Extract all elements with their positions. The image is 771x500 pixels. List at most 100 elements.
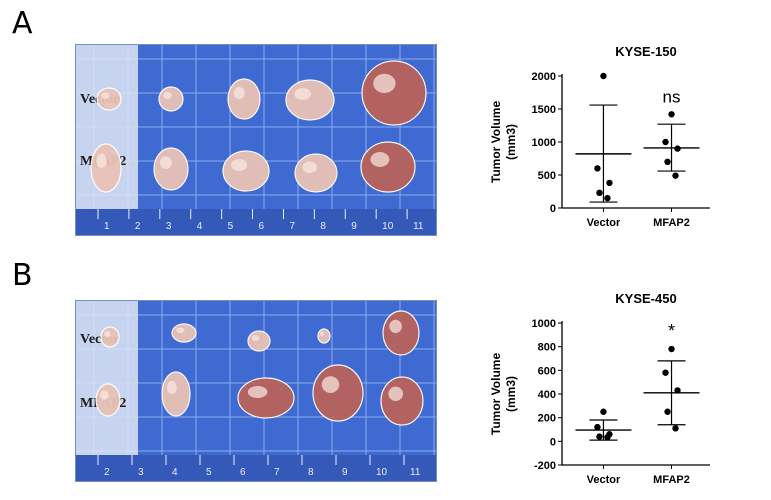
tumor-highlight	[100, 390, 109, 400]
tumor	[312, 364, 364, 422]
tumor	[382, 310, 420, 356]
x-tick-label: MFAP2	[653, 217, 690, 229]
data-point	[604, 194, 611, 202]
ruler-number: 10	[376, 467, 388, 478]
tumor-highlight	[159, 156, 172, 169]
ruler-number: 9	[342, 467, 348, 478]
tumor	[294, 153, 338, 193]
tumor-highlight	[370, 152, 390, 167]
y-tick-label: 0	[550, 203, 556, 215]
ruler-number: 2	[135, 221, 141, 232]
tumor-highlight	[166, 380, 177, 394]
tumor-photo-a: VectorMFAP21234567891011	[75, 44, 437, 236]
tumor	[153, 147, 189, 191]
data-point	[600, 72, 607, 80]
tumor-highlight	[247, 386, 268, 398]
tumor	[171, 323, 197, 343]
x-tick-label: Vector	[587, 474, 621, 486]
panel-label-b: B	[12, 258, 33, 293]
x-tick-label: Vector	[587, 217, 621, 229]
significance-label: ns	[663, 87, 681, 106]
tumor-highlight	[321, 376, 340, 393]
tumor-highlight	[231, 159, 248, 171]
tumor	[96, 87, 122, 111]
tumor-highlight	[373, 73, 396, 93]
tumor-highlight	[294, 88, 312, 100]
data-point	[672, 425, 679, 432]
data-point	[674, 145, 681, 152]
ruler-number: 7	[274, 467, 280, 478]
data-point	[664, 158, 671, 165]
y-tick-label: 1000	[532, 318, 556, 330]
y-tick-label: 500	[538, 170, 556, 182]
tumor	[317, 328, 331, 344]
ruler-number: 6	[240, 467, 246, 478]
ruler-number: 5	[206, 467, 212, 478]
data-point	[606, 179, 613, 187]
y-tick-label: 0	[550, 436, 556, 448]
ruler-number: 2	[104, 467, 110, 478]
ruler-number: 3	[166, 221, 172, 232]
y-tick-label: -200	[534, 460, 556, 472]
ruler-number: 3	[138, 467, 144, 478]
tumor	[90, 143, 122, 193]
y-tick-label: 2000	[532, 71, 556, 83]
data-point	[662, 369, 669, 376]
tumor	[360, 141, 416, 193]
ruler-number: 7	[289, 221, 295, 232]
ruler-number: 8	[320, 221, 326, 232]
ruler-number: 11	[410, 467, 421, 478]
y-tick-label: 800	[538, 342, 556, 354]
y-axis-label: Tumor Volume(mm3)	[489, 353, 518, 436]
tumor	[100, 326, 120, 348]
tumor	[95, 383, 121, 417]
data-point	[668, 345, 675, 353]
tumor-photo-b: VectorMFAP2234567891011	[75, 300, 437, 482]
y-axis-label: Tumor Volume(mm3)	[489, 101, 518, 184]
y-tick-label: 1500	[532, 104, 556, 116]
ruler-number: 4	[172, 467, 178, 478]
tumor	[227, 78, 261, 120]
tumor-highlight	[96, 153, 107, 168]
label-card	[76, 301, 138, 455]
y-tick-label: 1000	[532, 137, 556, 149]
tumor-highlight	[104, 331, 111, 337]
y-axis-label-line: (mm3)	[504, 124, 518, 160]
data-point	[672, 172, 679, 179]
y-axis-label-line: (mm3)	[504, 376, 518, 412]
data-point	[668, 111, 675, 118]
tumor	[247, 330, 271, 352]
ruler-number: 11	[413, 221, 424, 232]
data-point	[662, 138, 669, 146]
tumor	[158, 86, 184, 112]
ruler-number: 10	[382, 221, 394, 232]
ruler-number: 9	[351, 221, 357, 232]
tumor-highlight	[233, 87, 245, 99]
tumor-highlight	[302, 161, 318, 173]
data-point	[596, 433, 603, 440]
data-point	[594, 165, 601, 172]
chart-title: KYSE-150	[615, 44, 676, 59]
ruler-number: 6	[259, 221, 265, 232]
tumor	[222, 150, 270, 192]
data-point	[596, 189, 603, 197]
tumor	[361, 60, 427, 126]
tumor	[237, 377, 295, 419]
tumor-highlight	[388, 386, 404, 401]
y-tick-label: 200	[538, 413, 556, 425]
chart-kyse-150: KYSE-150 Tumor Volume(mm3) 0 500 1000 1500 200…	[480, 38, 760, 238]
y-axis-label-line: Tumor Volume	[489, 353, 503, 436]
data-point	[664, 408, 671, 415]
significance-label: *	[668, 321, 675, 341]
chart-title: KYSE-450	[615, 291, 676, 306]
tumor	[380, 376, 424, 426]
chart-kyse-450: KYSE-450 Tumor Volume(mm3) -200 0 200 400 600 8…	[480, 285, 760, 495]
data-point	[594, 423, 601, 431]
tumor-highlight	[251, 335, 260, 341]
tumor-highlight	[101, 92, 110, 99]
ruler-number: 1	[104, 221, 110, 232]
ruler	[76, 455, 436, 481]
ruler-number: 8	[308, 467, 314, 478]
tumor-highlight	[389, 319, 402, 333]
tumor	[285, 79, 335, 121]
